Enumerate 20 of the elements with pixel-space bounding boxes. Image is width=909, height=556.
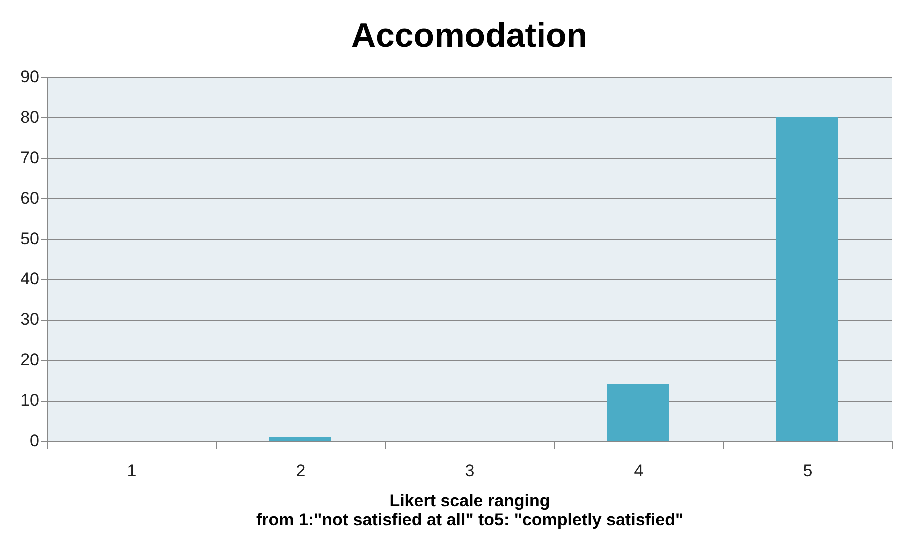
- y-tick-label: 90: [20, 68, 40, 86]
- x-tick-label: 4: [634, 462, 644, 480]
- x-tick-label: 5: [803, 462, 813, 480]
- y-tick-label: 0: [30, 432, 40, 450]
- bar: [776, 117, 838, 441]
- bar: [270, 436, 332, 441]
- y-tick-label: 20: [20, 350, 40, 370]
- x-tick-label: 2: [296, 462, 306, 480]
- x-tick-label: 3: [465, 462, 475, 480]
- y-tick-label: 10: [20, 391, 40, 410]
- x-tick-label: 1: [127, 462, 137, 480]
- bar: [608, 384, 670, 441]
- y-tick-label: 50: [20, 229, 40, 248]
- y-tick-label: 40: [20, 270, 40, 289]
- y-tick-label: 80: [20, 108, 40, 127]
- chart-title: Accomodation: [351, 17, 588, 55]
- x-axis-title: Likert scale ranging from 1:"not satisfied at all" to5: "completly satisfied": [256, 492, 684, 530]
- y-tick-label: 70: [20, 148, 40, 168]
- y-tick-label: 30: [20, 310, 40, 330]
- y-tick-label: 60: [20, 188, 40, 208]
